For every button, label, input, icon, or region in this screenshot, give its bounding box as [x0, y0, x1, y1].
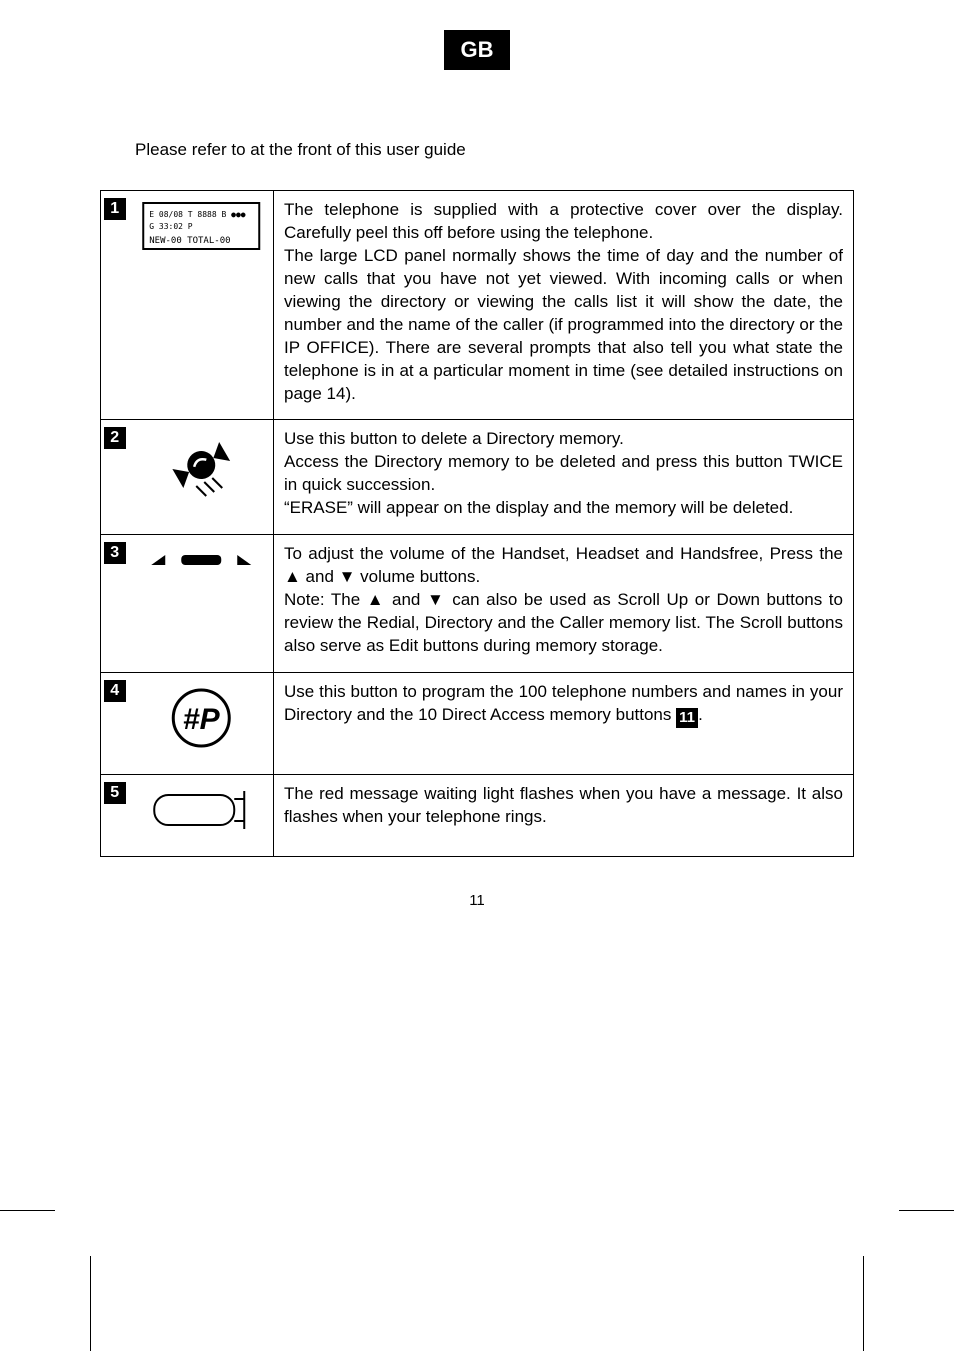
row-number-cell: 3 [101, 535, 129, 673]
intro-prefix: Please refer to [135, 140, 250, 159]
desc-text: “ERASE” will appear on the display and t… [284, 498, 793, 517]
intro-line: Please refer to at the front of this use… [100, 140, 854, 160]
crop-mark [899, 1210, 954, 1211]
number-badge: 4 [104, 680, 126, 702]
row-number-cell: 4 [101, 672, 129, 774]
desc-text: The large LCD panel normally shows the t… [284, 246, 843, 403]
desc-text: To adjust the volume of the Handset, Hea… [284, 544, 843, 586]
desc-text: Note: The ▲ and ▼ can also be used as Sc… [284, 590, 843, 655]
intro-suffix: at the front of this user guide [250, 140, 465, 159]
message-light-icon [139, 785, 264, 835]
desc-text: The red message waiting light flashes wh… [284, 784, 843, 826]
table-row: 3 To adjust the volume of the Handset, H… [101, 535, 854, 673]
number-badge: 2 [104, 427, 126, 449]
row-number-cell: 5 [101, 774, 129, 856]
crop-mark [90, 1256, 91, 1351]
table-row: 2 Use this [101, 420, 854, 535]
table-row: 4 #P Use this button to program the 100 … [101, 672, 854, 774]
lcd-display-icon: E 08/08 T 8888 B ●●● G 33:02 P NEW-00 TO… [139, 201, 264, 251]
row-number-cell: 2 [101, 420, 129, 535]
row-number-cell: 1 [101, 191, 129, 420]
svg-text:G 33:02 P: G 33:02 P [149, 222, 193, 231]
number-badge: 1 [104, 198, 126, 220]
erase-candy-icon [139, 430, 264, 500]
row-description-cell: The red message waiting light flashes wh… [274, 774, 854, 856]
svg-text:NEW-00 TOTAL-00: NEW-00 TOTAL-00 [149, 236, 230, 246]
page-container: GB Please refer to at the front of this … [0, 0, 954, 909]
table-row: 5 The red message waiting light flashes … [101, 774, 854, 856]
volume-rocker-icon [139, 545, 264, 575]
crop-mark [863, 1256, 864, 1351]
row-icon-cell [129, 535, 274, 673]
table-row: 1 E 08/08 T 8888 B ●●● G 33:02 P NEW-00 … [101, 191, 854, 420]
row-icon-cell [129, 774, 274, 856]
desc-text: . [698, 705, 703, 724]
desc-text: Use this button to program the 100 telep… [284, 682, 843, 724]
inline-number-badge: 11 [676, 708, 698, 728]
row-description-cell: To adjust the volume of the Handset, Hea… [274, 535, 854, 673]
svg-text:E 08/08 T 8888 B ●●●: E 08/08 T 8888 B ●●● [149, 210, 246, 219]
desc-text: Use this button to delete a Directory me… [284, 429, 624, 448]
row-icon-cell: E 08/08 T 8888 B ●●● G 33:02 P NEW-00 TO… [129, 191, 274, 420]
svg-text:#P: #P [182, 703, 220, 736]
row-description-cell: The telephone is supplied with a protect… [274, 191, 854, 420]
row-description-cell: Use this button to program the 100 telep… [274, 672, 854, 774]
desc-text: Access the Directory memory to be delete… [284, 452, 843, 494]
number-badge: 5 [104, 782, 126, 804]
program-button-icon: #P [139, 683, 264, 753]
number-badge: 3 [104, 542, 126, 564]
desc-text: The telephone is supplied with a protect… [284, 200, 843, 242]
row-description-cell: Use this button to delete a Directory me… [274, 420, 854, 535]
row-icon-cell: #P [129, 672, 274, 774]
crop-mark [0, 1210, 55, 1211]
page-number: 11 [100, 892, 854, 909]
country-badge: GB [444, 30, 510, 70]
features-table: 1 E 08/08 T 8888 B ●●● G 33:02 P NEW-00 … [100, 190, 854, 857]
row-icon-cell [129, 420, 274, 535]
